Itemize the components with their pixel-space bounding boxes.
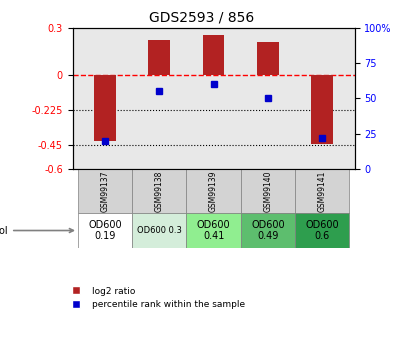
Text: growth protocol: growth protocol [0,226,73,236]
Text: GSM99139: GSM99139 [209,170,218,212]
Legend: log2 ratio, percentile rank within the sample: log2 ratio, percentile rank within the s… [63,283,249,313]
Bar [148,40,170,75]
Text: OD600 0.3: OD600 0.3 [137,226,182,235]
FancyBboxPatch shape [78,213,132,248]
FancyBboxPatch shape [132,169,187,213]
FancyBboxPatch shape [241,213,295,248]
FancyBboxPatch shape [295,213,349,248]
Text: OD600
0.49: OD600 0.49 [251,220,285,241]
Text: OD600
0.19: OD600 0.19 [88,220,122,241]
Text: GSM99137: GSM99137 [101,170,110,212]
FancyBboxPatch shape [132,213,187,248]
Text: OD600
0.6: OD600 0.6 [305,220,339,241]
FancyBboxPatch shape [295,169,349,213]
FancyBboxPatch shape [78,169,132,213]
Text: GSM99140: GSM99140 [263,170,272,212]
FancyBboxPatch shape [241,169,295,213]
Text: GSM99141: GSM99141 [318,170,326,212]
Bar [311,75,333,144]
Text: OD600
0.41: OD600 0.41 [197,220,231,241]
FancyBboxPatch shape [187,213,241,248]
Bar [257,42,279,75]
FancyBboxPatch shape [187,169,241,213]
Bar [203,36,224,75]
Text: GDS2593 / 856: GDS2593 / 856 [149,10,254,24]
Bar [94,75,116,141]
Text: GSM99138: GSM99138 [155,170,164,212]
